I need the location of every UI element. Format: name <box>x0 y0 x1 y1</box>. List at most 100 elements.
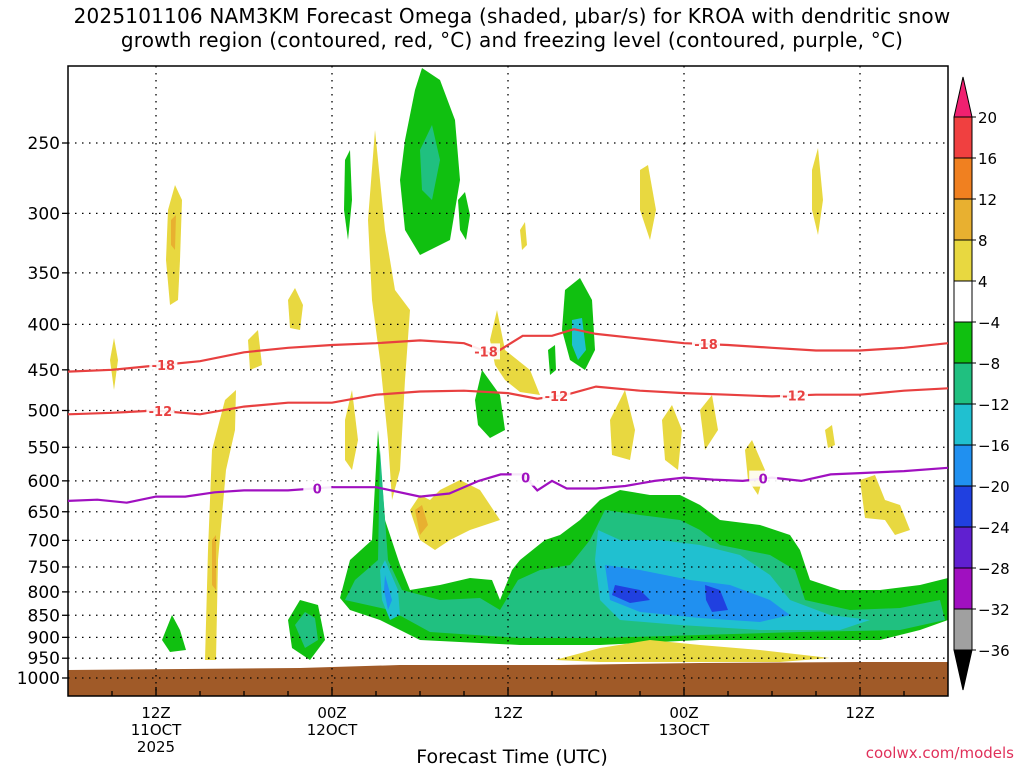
x-tick-label-6-3: 2025 <box>137 738 175 756</box>
contour-label--18C-2: -18 <box>694 338 718 353</box>
omega-cell-2-inner <box>295 612 318 648</box>
omega-upper-teal <box>420 125 440 200</box>
title-line-2: growth region (contoured, red, °C) and f… <box>120 28 904 52</box>
contour-label-bg--12C-2 <box>780 387 808 404</box>
contour-label-bg--12C-1 <box>542 388 571 405</box>
omega-positive-11 <box>640 165 656 240</box>
contour-label-bg-0C-0 <box>303 480 332 497</box>
contour-label--18C-1: -18 <box>474 345 498 360</box>
x-tick-label-6-1: 12Z <box>141 704 170 722</box>
y-tick-label-250: 250 <box>28 134 60 154</box>
colorbar-swatch-10 <box>953 526 973 569</box>
contour--18C <box>68 328 948 373</box>
omega-positive-16 <box>860 475 910 535</box>
colorbar-swatch-5 <box>953 321 973 364</box>
y-tick-label-400: 400 <box>28 315 60 335</box>
y-tick-label-350: 350 <box>28 264 60 284</box>
contour-label-bg--18C-2 <box>692 336 720 353</box>
y-tick-label-500: 500 <box>28 402 60 422</box>
omega-positive-4 <box>288 288 303 330</box>
y-axis-ticks: 2503003504004505005506006507007508008509… <box>17 134 68 689</box>
colorbar-legend: 20 16 12 8 4 −4 −8 −12 −16 −20 −24 −28 −32 −36 <box>953 76 1010 691</box>
x-gridlines <box>155 66 861 696</box>
omega-band-blue <box>384 565 790 622</box>
omega-positive-13 <box>662 405 682 470</box>
contour-label-bg--12C-0 <box>146 402 175 419</box>
y-tick-label-1000: 1000 <box>17 669 60 689</box>
temperature-contours: -18 -18 -18 -12 -12 -12 0 0 0 <box>68 328 948 504</box>
colorbar-label-7: −12 <box>978 396 1010 414</box>
colorbar-swatch-7 <box>953 403 973 446</box>
colorbar-label-1: 16 <box>978 150 997 168</box>
omega-positive-7 <box>345 390 358 470</box>
omega-positive-19 <box>825 425 835 448</box>
colorbar-label-11: −28 <box>978 560 1010 578</box>
x-tick-label-42-2: 13OCT <box>659 721 710 739</box>
colorbar-swatch-3 <box>953 239 973 282</box>
omega-positive-8 <box>410 480 500 550</box>
colorbar-bottom-arrow <box>953 649 973 691</box>
colorbar-swatch-1 <box>953 157 973 200</box>
x-tick-label-6-2: 11OCT <box>131 721 182 739</box>
omega-positive-5 <box>248 330 262 370</box>
omega-positive-6 <box>110 338 118 390</box>
omega-positive-14 <box>700 395 718 450</box>
omega-upper-green-2 <box>458 192 470 240</box>
omega-positive-2 <box>205 390 236 660</box>
colorbar-swatch-8 <box>953 444 973 487</box>
title-line-1: 2025101106 NAM3KM Forecast Omega (shaded… <box>73 4 951 28</box>
contour-label--12C-0: -12 <box>149 405 173 420</box>
colorbar-label-4: 4 <box>978 273 988 291</box>
omega-core-darkblue <box>612 585 728 612</box>
colorbar-swatch-0 <box>953 116 973 159</box>
chart-title: 2025101106 NAM3KM Forecast Omega (shaded… <box>0 4 1024 52</box>
contour-label--18C-0: -18 <box>152 359 176 374</box>
colorbar-swatch-2 <box>953 198 973 241</box>
omega-positive-12 <box>812 148 823 235</box>
y-tick-label-750: 750 <box>28 558 60 578</box>
colorbar-label-12: −32 <box>978 601 1010 619</box>
colorbar-swatch-4 <box>953 280 973 323</box>
x-tick-label-18-1: 00Z <box>317 704 346 722</box>
omega-upper-green-3 <box>344 150 352 240</box>
x-axis-title: Forecast Time (UTC) <box>416 746 608 768</box>
omega-cell-1 <box>162 615 186 652</box>
omega-positive-1-core <box>171 215 176 250</box>
x-tick-label-42-1: 00Z <box>669 704 698 722</box>
omega-positive-10 <box>610 390 635 460</box>
colorbar-top-arrow <box>953 76 973 118</box>
contour-label-bg-0C-2 <box>749 470 778 487</box>
y-tick-label-600: 600 <box>28 472 60 492</box>
colorbar-swatch-11 <box>953 567 973 610</box>
x-tick-label-18-2: 12OCT <box>307 721 358 739</box>
contour-label-bg-0C-1 <box>511 469 540 486</box>
colorbar-label-13: −36 <box>978 642 1010 660</box>
contour-label-bg--18C-0 <box>149 356 178 373</box>
omega-positive-9 <box>490 310 540 395</box>
colorbar-swatch-9 <box>953 485 973 528</box>
omega-positive-17 <box>520 222 527 250</box>
omega-positive-18 <box>555 640 830 662</box>
x-tick-label-30-1: 12Z <box>493 704 522 722</box>
colorbar-label-3: 8 <box>978 232 988 250</box>
colorbar-swatch-6 <box>953 362 973 405</box>
x-tick-label-54-1: 12Z <box>845 704 874 722</box>
contour-label--12C-2: -12 <box>782 390 806 405</box>
colorbar-label-2: 12 <box>978 191 997 209</box>
omega-positive-2-core <box>212 535 216 590</box>
colorbar-label-0: 20 <box>978 109 997 127</box>
y-tick-label-800: 800 <box>28 583 60 603</box>
colorbar-label-6: −8 <box>978 355 1000 373</box>
contour-label-0C-0: 0 <box>313 482 322 497</box>
omega-mid-green-3 <box>548 345 556 375</box>
y-tick-label-650: 650 <box>28 503 60 523</box>
colorbar-swatch-12 <box>953 608 973 651</box>
y-tick-label-550: 550 <box>28 438 60 458</box>
colorbar-label-10: −24 <box>978 519 1010 537</box>
contour-label-0C-1: 0 <box>521 472 530 487</box>
y-tick-label-700: 700 <box>28 531 60 551</box>
site-credit-link[interactable]: coolwx.com/models <box>865 744 1014 762</box>
omega-mid-green-2 <box>475 370 505 438</box>
y-tick-label-950: 950 <box>28 649 60 669</box>
